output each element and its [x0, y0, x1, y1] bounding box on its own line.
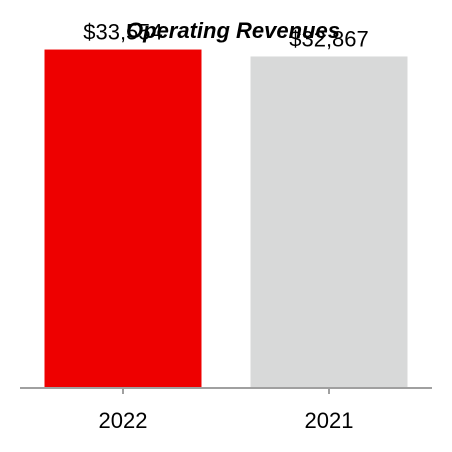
x-axis-ticks-layer: 2022 2021 — [99, 388, 354, 433]
bars-layer — [44, 49, 408, 389]
bar-2022 — [44, 49, 202, 388]
chart-title: Operating Revenues — [126, 18, 340, 43]
data-label-2021: $32,867 — [289, 26, 369, 51]
x-tick-label-2022: 2022 — [99, 408, 148, 433]
bar-2021 — [250, 56, 408, 389]
data-label-2022: $33,554 — [83, 20, 163, 45]
x-tick-label-2021: 2021 — [305, 408, 354, 433]
data-labels-layer: $33,554 $32,867 — [83, 20, 369, 52]
